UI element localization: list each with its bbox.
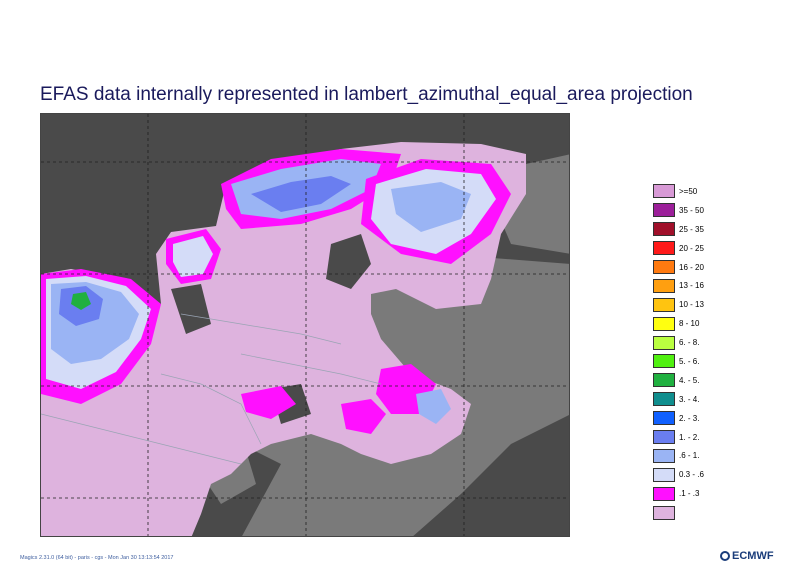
legend-item: 8 - 10 xyxy=(653,314,704,333)
legend-item: >=50 xyxy=(653,182,704,201)
footer-text: Magics 2.31.0 (64 bit) - paris - cgs - M… xyxy=(20,555,174,561)
coastlines xyxy=(41,313,382,465)
legend-item: 5. - 6. xyxy=(653,352,704,371)
graticule xyxy=(41,114,569,536)
legend-label: 13 - 16 xyxy=(679,281,704,291)
legend-label: 0.3 - .6 xyxy=(679,470,704,480)
legend-swatch xyxy=(653,505,675,520)
legend-item: 3. - 4. xyxy=(653,390,704,409)
legend-label: 2. - 3. xyxy=(679,413,700,423)
legend-label: .6 - 1. xyxy=(679,451,700,461)
legend-item: .1 - .3 xyxy=(653,484,704,503)
legend-item: 2. - 3. xyxy=(653,409,704,428)
legend-swatch xyxy=(653,297,675,312)
legend-swatch xyxy=(653,184,675,199)
ecmwf-logo-icon xyxy=(720,551,730,561)
legend-swatch xyxy=(653,203,675,218)
legend-item xyxy=(653,503,704,522)
legend-swatch xyxy=(653,392,675,407)
legend-item: 6. - 8. xyxy=(653,333,704,352)
legend-swatch xyxy=(653,354,675,369)
ecmwf-logo: ECMWF xyxy=(720,550,774,562)
legend-item: 16 - 20 xyxy=(653,258,704,277)
legend-item: 4. - 5. xyxy=(653,371,704,390)
legend-item: 0.3 - .6 xyxy=(653,465,704,484)
legend-item: 35 - 50 xyxy=(653,201,704,220)
map-title: EFAS data internally represented in lamb… xyxy=(40,84,693,105)
precip-fields xyxy=(41,149,511,434)
legend: >=50 35 - 50 25 - 35 20 - 25 16 - 20 13 - 16 1… xyxy=(653,182,704,522)
legend-swatch xyxy=(653,430,675,445)
ecmwf-logo-text: ECMWF xyxy=(732,550,774,562)
legend-swatch xyxy=(653,335,675,350)
legend-swatch xyxy=(653,260,675,274)
legend-label: 3. - 4. xyxy=(679,394,700,404)
legend-label: 25 - 35 xyxy=(679,224,704,234)
legend-swatch xyxy=(653,241,675,256)
legend-label: 6. - 8. xyxy=(679,338,700,348)
legend-swatch xyxy=(653,316,675,331)
legend-swatch xyxy=(653,486,675,501)
legend-label: .1 - .3 xyxy=(679,489,700,499)
legend-label: 8 - 10 xyxy=(679,319,700,329)
legend-swatch xyxy=(653,467,675,482)
legend-label: 5. - 6. xyxy=(679,356,700,366)
legend-label: 16 - 20 xyxy=(679,262,704,272)
legend-label: 20 - 25 xyxy=(679,243,704,253)
legend-swatch xyxy=(653,278,675,293)
legend-swatch xyxy=(653,448,675,463)
legend-label: 10 - 13 xyxy=(679,300,704,310)
legend-label: 4. - 5. xyxy=(679,375,700,385)
legend-item: 13 - 16 xyxy=(653,276,704,295)
legend-item: .6 - 1. xyxy=(653,446,704,465)
legend-label: 1. - 2. xyxy=(679,432,700,442)
legend-item: 1. - 2. xyxy=(653,428,704,447)
legend-item: 20 - 25 xyxy=(653,239,704,258)
legend-swatch xyxy=(653,411,675,426)
map-panel xyxy=(40,113,570,537)
map-svg xyxy=(41,114,569,536)
legend-item: 25 - 35 xyxy=(653,220,704,239)
legend-swatch xyxy=(653,373,675,388)
legend-label: >=50 xyxy=(679,186,698,196)
legend-swatch xyxy=(653,222,675,237)
legend-label: 35 - 50 xyxy=(679,205,704,215)
legend-item: 10 - 13 xyxy=(653,295,704,314)
